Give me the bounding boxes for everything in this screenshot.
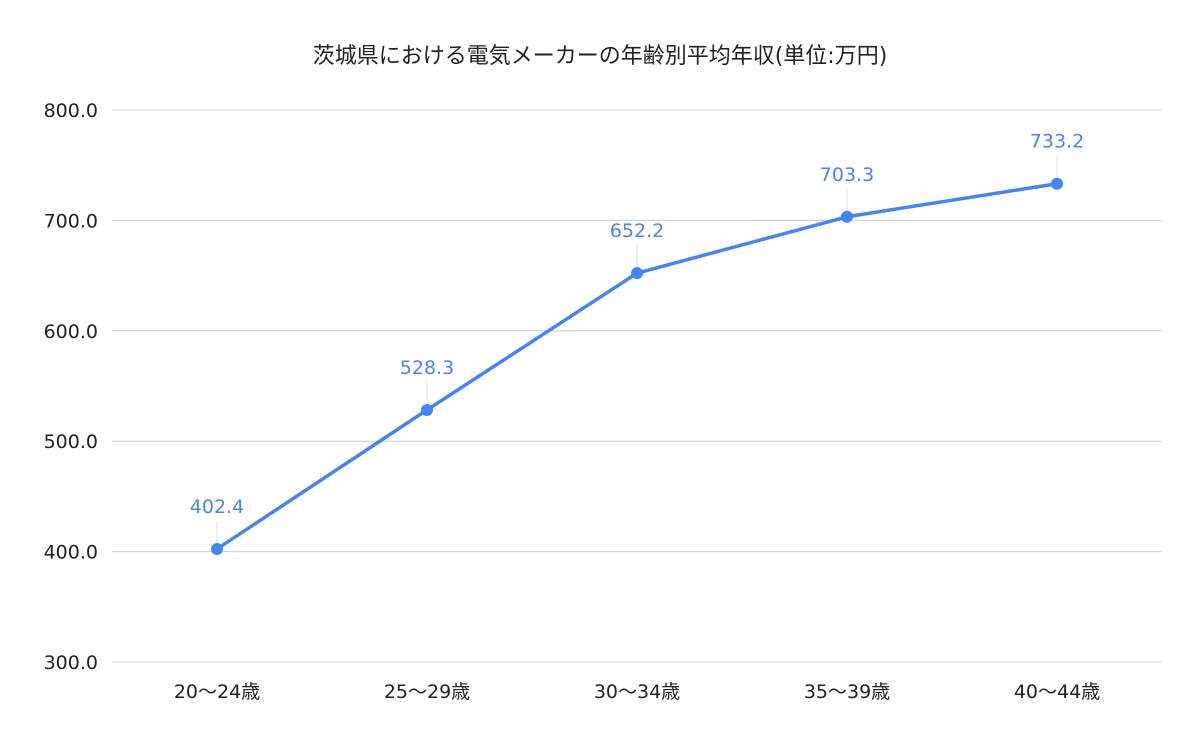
gridlines — [112, 109, 1162, 663]
data-label: 528.3 — [400, 357, 454, 379]
data-point — [211, 542, 223, 555]
data-label: 703.3 — [820, 164, 874, 186]
x-tick-label: 35〜39歳 — [804, 681, 890, 703]
x-axis-ticks: 20〜24歳 25〜29歳 30〜34歳 35〜39歳 40〜44歳 — [174, 681, 1100, 703]
series-layer — [211, 177, 1063, 555]
data-point — [841, 210, 853, 223]
y-tick-label: 800.0 — [44, 100, 98, 122]
x-tick-label: 30〜34歳 — [594, 681, 680, 703]
y-tick-label: 500.0 — [44, 431, 98, 453]
label-leaders — [216, 155, 1058, 543]
data-point — [421, 403, 433, 416]
y-tick-label: 700.0 — [44, 210, 98, 232]
data-label: 652.2 — [610, 220, 664, 242]
chart-title: 茨城県における電気メーカーの年齢別平均年収(単位:万円) — [312, 44, 888, 69]
data-point — [1051, 177, 1063, 190]
y-tick-label: 400.0 — [44, 542, 98, 564]
data-labels: 402.4 528.3 652.2 703.3 733.2 — [190, 131, 1084, 518]
y-tick-label: 300.0 — [44, 652, 98, 674]
y-tick-label: 600.0 — [44, 321, 98, 343]
data-label: 402.4 — [190, 496, 244, 518]
x-tick-label: 40〜44歳 — [1014, 681, 1100, 703]
x-tick-label: 20〜24歳 — [174, 681, 260, 703]
data-label: 733.2 — [1030, 131, 1084, 153]
data-point — [631, 267, 643, 280]
x-tick-label: 25〜29歳 — [384, 681, 470, 703]
y-axis-ticks: 300.0 400.0 500.0 600.0 700.0 800.0 — [44, 100, 98, 674]
